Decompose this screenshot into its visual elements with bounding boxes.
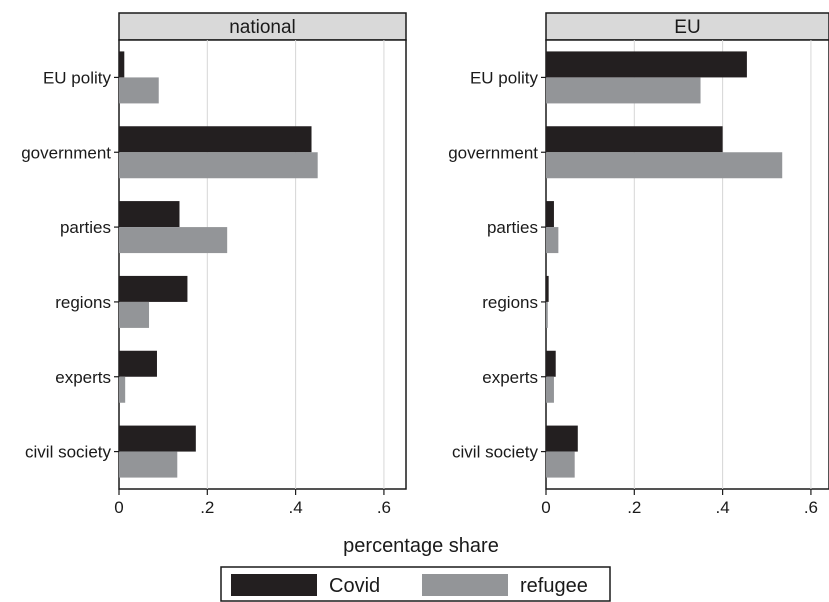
panel-strip: [118, 12, 407, 41]
bar-refugee: [119, 451, 178, 478]
bar-refugee: [119, 227, 228, 254]
category-label: regions: [55, 293, 111, 312]
category-label: parties: [60, 218, 111, 237]
legend-label-covid: Covid: [329, 575, 380, 597]
category-label: EU polity: [43, 68, 112, 87]
category-label: parties: [487, 218, 538, 237]
category-label: government: [21, 143, 111, 162]
x-tick-label: .4: [716, 498, 730, 517]
category-label: regions: [482, 293, 538, 312]
panel-0: national EU polity government parties region…: [21, 12, 407, 517]
bar-covid: [546, 350, 556, 377]
bar-refugee: [119, 301, 150, 328]
bar-covid: [546, 201, 554, 228]
x-tick-label: 0: [541, 498, 550, 517]
category-label: civil society: [452, 443, 538, 462]
bar-refugee: [119, 376, 126, 403]
x-tick-label: .4: [289, 498, 303, 517]
bar-refugee: [119, 77, 159, 104]
x-tick-label: .6: [377, 498, 391, 517]
bar-refugee: [546, 301, 548, 328]
bar-refugee: [546, 152, 783, 179]
bar-covid: [546, 51, 747, 78]
category-label: government: [448, 143, 538, 162]
bar-refugee: [546, 376, 554, 403]
panel-title: national: [229, 17, 296, 38]
legend: Covid refugee: [220, 566, 611, 602]
bar-covid: [546, 275, 549, 302]
bar-covid: [119, 51, 125, 78]
x-tick-label: .2: [627, 498, 641, 517]
category-label: EU polity: [470, 68, 539, 87]
legend-swatch-refugee: [422, 574, 508, 596]
bar-refugee: [546, 227, 559, 254]
x-axis-title: percentage share: [343, 535, 499, 557]
plot-frame: [118, 39, 407, 490]
legend-label-refugee: refugee: [520, 575, 588, 597]
bar-refugee: [119, 152, 318, 179]
bar-covid: [119, 201, 180, 228]
bar-covid: [546, 126, 723, 153]
bar-covid: [119, 350, 157, 377]
legend-swatch-covid: [231, 574, 317, 596]
panel-1: EU EU polity government parties regions exper…: [448, 12, 829, 517]
category-label: experts: [482, 368, 538, 387]
x-tick-label: .2: [200, 498, 214, 517]
bar-covid: [546, 425, 578, 452]
bar-refugee: [546, 77, 701, 104]
x-tick-label: 0: [114, 498, 123, 517]
bar-covid: [119, 126, 312, 153]
x-tick-label: .6: [804, 498, 818, 517]
category-label: experts: [55, 368, 111, 387]
panel-title: EU: [674, 17, 700, 38]
plot-frame: [545, 39, 829, 490]
category-label: civil society: [25, 443, 111, 462]
bar-covid: [119, 425, 196, 452]
bar-covid: [119, 275, 188, 302]
bar-refugee: [546, 451, 575, 478]
